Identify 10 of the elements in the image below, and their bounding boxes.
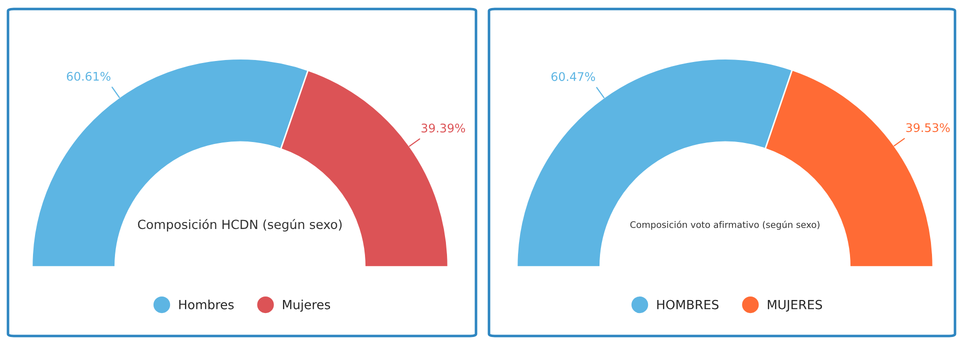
legend-label: HOMBRES	[657, 300, 718, 310]
text: Composición HCDN (según sexo)	[138, 218, 342, 232]
legend-label: Mujeres	[282, 300, 330, 312]
data-label: 39.39%	[422, 124, 466, 133]
legend-label: MUJERES	[768, 300, 822, 312]
data-label: 39.53%	[906, 123, 950, 132]
data-label: 60.47%	[551, 72, 596, 82]
legend-label: Hombres	[179, 300, 234, 310]
text: Composición voto afirmativo (según sexo)	[630, 220, 820, 230]
data-label: 60.61%	[66, 72, 110, 81]
